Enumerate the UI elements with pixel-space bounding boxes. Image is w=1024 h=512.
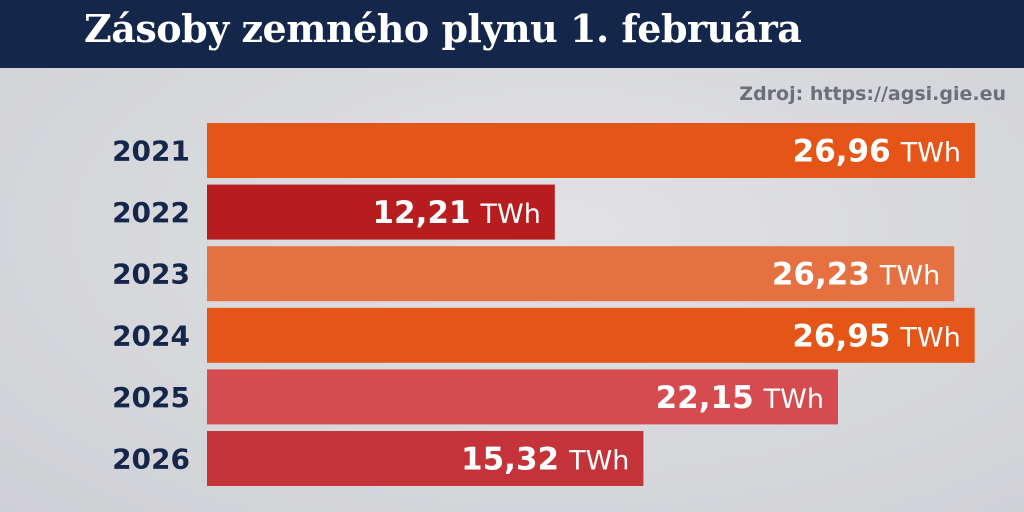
bar-2021 (207, 123, 975, 178)
value-label-2022: 12,21 TWh (372, 195, 540, 231)
value-unit-2024: TWh (899, 322, 960, 353)
bar-2023 (207, 246, 955, 302)
value-label-2026: 15,32 TWh (461, 442, 629, 478)
value-unit-2022: TWh (480, 199, 541, 230)
chart-title: Zásoby zemného plynu 1. februára (84, 6, 802, 51)
value-label-2021: 26,96 TWh (793, 134, 961, 170)
category-label-2023: 2023 (112, 258, 190, 291)
title-bar: Zásoby zemného plynu 1. februára (0, 0, 1024, 68)
category-label-2022: 2022 (112, 196, 190, 229)
value-number-2024: 26,95 (792, 318, 890, 354)
value-number-2023: 26,23 (772, 257, 870, 293)
value-number-2021: 26,96 (793, 134, 891, 170)
value-label-2024: 26,95 TWh (792, 318, 960, 354)
source-note: Zdroj: https://agsi.gie.eu (739, 83, 1006, 105)
category-label-2024: 2024 (112, 319, 190, 352)
value-label-2025: 22,15 TWh (656, 380, 824, 416)
category-label-2025: 2025 (112, 381, 190, 414)
value-unit-2023: TWh (879, 261, 940, 292)
value-number-2022: 12,21 (372, 195, 470, 231)
value-unit-2025: TWh (763, 384, 824, 415)
value-number-2025: 22,15 (656, 380, 754, 416)
bar-2024 (207, 307, 975, 363)
value-unit-2021: TWh (900, 138, 961, 169)
category-label-2021: 2021 (112, 135, 190, 168)
bar-2026 (207, 431, 644, 486)
category-label-2026: 2026 (112, 443, 190, 476)
value-label-2023: 26,23 TWh (772, 257, 940, 293)
bar-2025 (207, 369, 838, 425)
value-number-2026: 15,32 (461, 442, 559, 478)
bar-2022 (207, 184, 555, 240)
value-unit-2026: TWh (568, 446, 629, 477)
